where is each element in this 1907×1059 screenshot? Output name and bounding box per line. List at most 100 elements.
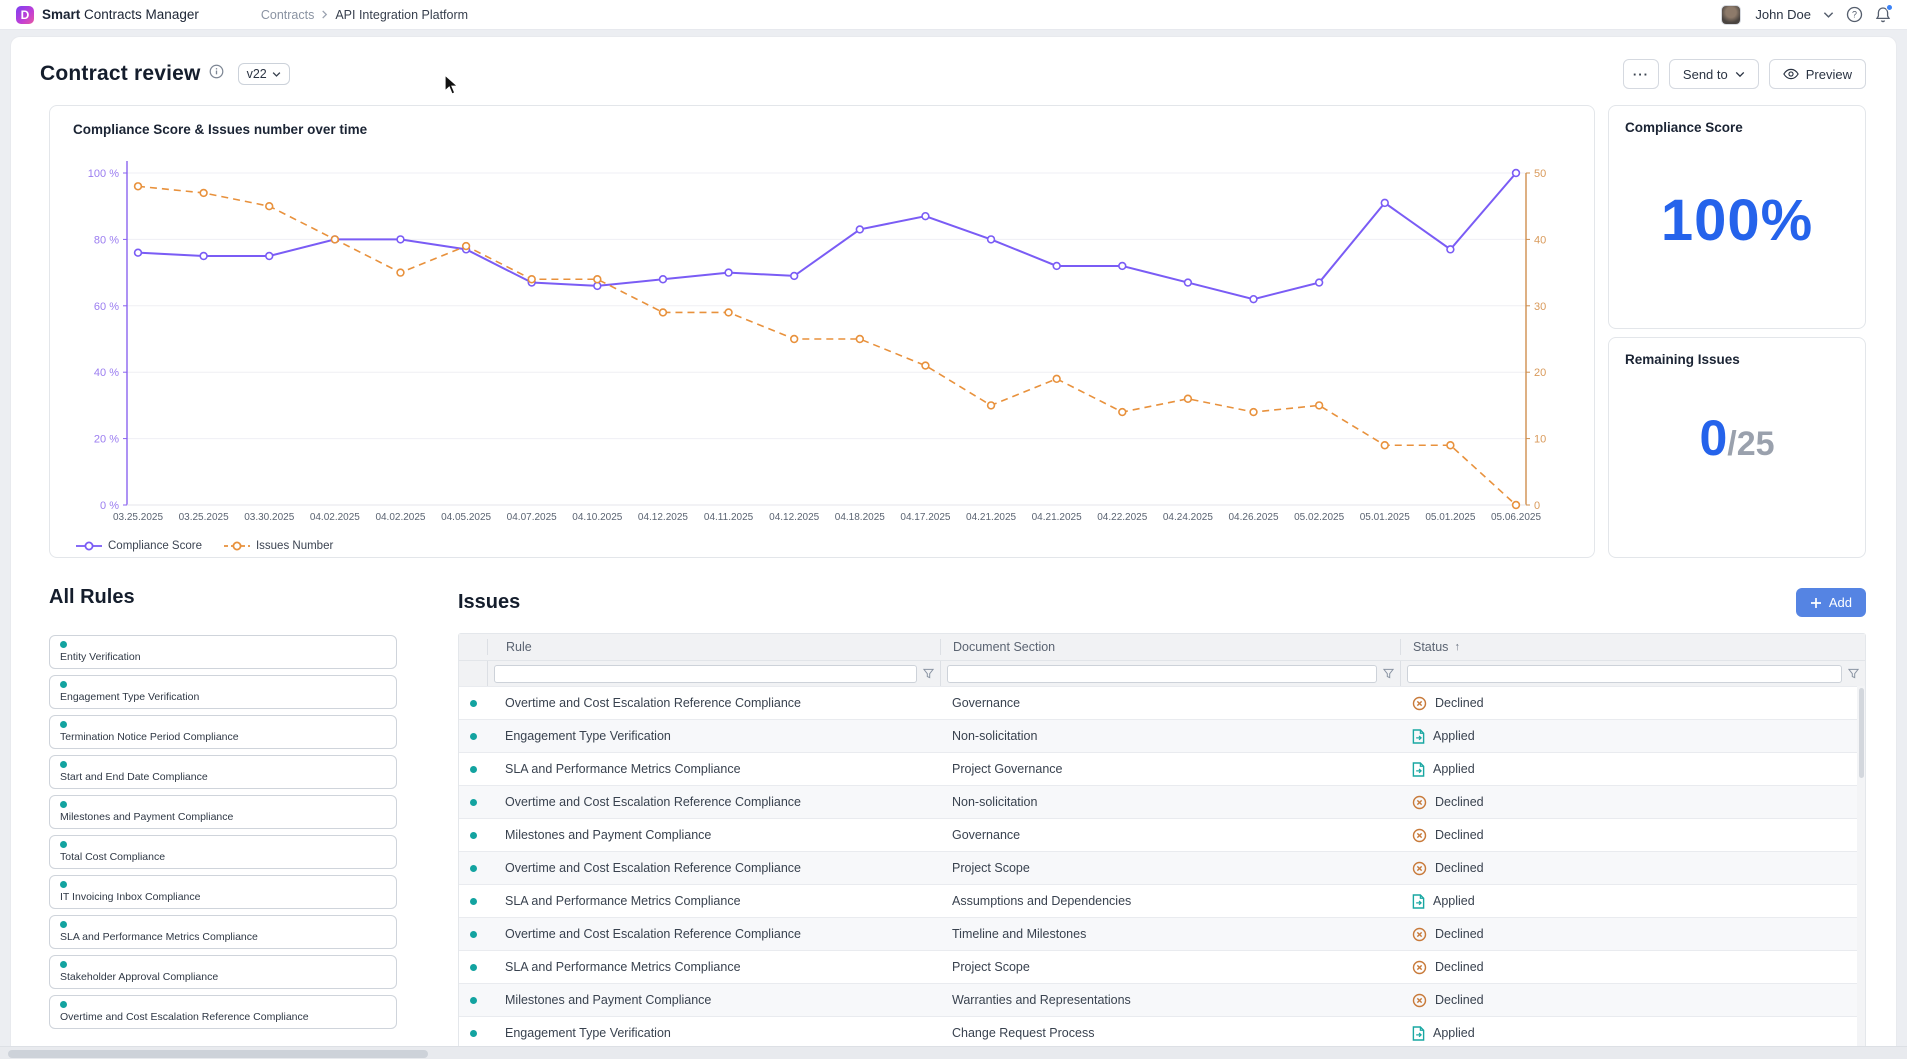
compliance-chart-svg: 100 %80 %60 %40 %20 %0 %5040302010003.25… xyxy=(64,137,1580,529)
info-icon[interactable] xyxy=(209,64,224,84)
app-title: Smart Contracts Manager xyxy=(42,7,199,22)
rule-status-dot xyxy=(60,641,67,648)
chevron-down-icon xyxy=(1735,71,1745,78)
issue-section: Governance xyxy=(940,696,1400,710)
column-header-document-section[interactable]: Document Section xyxy=(940,639,1400,655)
breadcrumb-contracts[interactable]: Contracts xyxy=(261,8,315,22)
rule-status-dot xyxy=(60,1001,67,1008)
topbar: D Smart Contracts Manager Contracts API … xyxy=(0,0,1907,30)
document-section-filter-input[interactable] xyxy=(947,665,1377,683)
issue-row[interactable]: Overtime and Cost Escalation Reference C… xyxy=(459,785,1865,818)
applied-icon xyxy=(1412,729,1425,744)
issue-row[interactable]: Engagement Type Verification Change Requ… xyxy=(459,1016,1865,1049)
sort-ascending-icon: ↑ xyxy=(1454,641,1460,653)
chevron-down-icon[interactable] xyxy=(1823,11,1834,19)
issue-section: Governance xyxy=(940,828,1400,842)
rule-card[interactable]: SLA and Performance Metrics Compliance xyxy=(49,915,397,949)
add-label: Add xyxy=(1829,595,1852,610)
issue-section: Warranties and Representations xyxy=(940,993,1400,1007)
issue-rule: Milestones and Payment Compliance xyxy=(487,828,940,842)
issue-row[interactable]: SLA and Performance Metrics Compliance A… xyxy=(459,884,1865,917)
rule-card[interactable]: Engagement Type Verification xyxy=(49,675,397,709)
app-title-rest: Contracts Manager xyxy=(84,7,199,22)
breadcrumb-separator-icon xyxy=(320,10,329,19)
compliance-chart: 100 %80 %60 %40 %20 %0 %5040302010003.25… xyxy=(64,137,1580,534)
issue-row[interactable]: SLA and Performance Metrics Compliance P… xyxy=(459,752,1865,785)
issue-row[interactable]: Milestones and Payment Compliance Govern… xyxy=(459,818,1865,851)
rule-status-dot xyxy=(60,921,67,928)
svg-text:04.17.2025: 04.17.2025 xyxy=(900,512,950,523)
rules-list: Entity Verification Engagement Type Veri… xyxy=(49,635,397,1029)
issue-row[interactable]: Milestones and Payment Compliance Warran… xyxy=(459,983,1865,1016)
filter-funnel-icon[interactable] xyxy=(923,668,934,679)
eye-icon xyxy=(1783,68,1799,80)
preview-button[interactable]: Preview xyxy=(1769,59,1866,89)
rule-card[interactable]: Total Cost Compliance xyxy=(49,835,397,869)
scrollbar-thumb[interactable] xyxy=(8,1050,428,1058)
issue-rule: Overtime and Cost Escalation Reference C… xyxy=(487,927,940,941)
issue-status-dot xyxy=(470,931,477,938)
notifications-bell-icon[interactable] xyxy=(1875,6,1891,23)
rule-card[interactable]: Overtime and Cost Escalation Reference C… xyxy=(49,995,397,1029)
remaining-total: /25 xyxy=(1727,425,1774,463)
issue-status-dot xyxy=(470,997,477,1004)
filter-funnel-icon[interactable] xyxy=(1848,668,1859,679)
rule-card[interactable]: Stakeholder Approval Compliance xyxy=(49,955,397,989)
rule-label: Termination Notice Period Compliance xyxy=(60,731,386,743)
issue-row[interactable]: Overtime and Cost Escalation Reference C… xyxy=(459,851,1865,884)
issue-status-dot xyxy=(470,1030,477,1037)
column-header-rule[interactable]: Rule xyxy=(487,639,940,655)
add-issue-button[interactable]: Add xyxy=(1796,588,1866,617)
breadcrumb: Contracts API Integration Platform xyxy=(261,8,468,22)
remaining-count: 0 xyxy=(1699,410,1727,466)
filter-funnel-icon[interactable] xyxy=(1383,668,1394,679)
legend-compliance-score[interactable]: Compliance Score xyxy=(76,540,202,552)
rule-card[interactable]: Start and End Date Compliance xyxy=(49,755,397,789)
help-icon[interactable]: ? xyxy=(1846,6,1863,23)
declined-icon xyxy=(1412,828,1427,843)
issue-row[interactable]: Overtime and Cost Escalation Reference C… xyxy=(459,686,1865,719)
svg-text:04.18.2025: 04.18.2025 xyxy=(835,512,885,523)
legend-issues-number[interactable]: Issues Number xyxy=(224,540,333,552)
table-vertical-scrollbar[interactable] xyxy=(1857,686,1865,1049)
rule-label: Entity Verification xyxy=(60,651,386,663)
compliance-score-value: 100% xyxy=(1625,187,1849,254)
issues-table-header: Rule Document Section Status↑ xyxy=(459,634,1865,660)
issues-table-filter-row xyxy=(459,660,1865,686)
rule-card[interactable]: Termination Notice Period Compliance xyxy=(49,715,397,749)
send-to-button[interactable]: Send to xyxy=(1669,59,1759,89)
legend-label: Compliance Score xyxy=(108,540,202,552)
declined-icon xyxy=(1412,960,1427,975)
issue-row[interactable]: Overtime and Cost Escalation Reference C… xyxy=(459,917,1865,950)
main-panel: Contract review v22 ··· Send to Preview … xyxy=(10,36,1897,1059)
rule-card[interactable]: IT Invoicing Inbox Compliance xyxy=(49,875,397,909)
applied-icon xyxy=(1412,894,1425,909)
rule-label: Engagement Type Verification xyxy=(60,691,386,703)
declined-icon xyxy=(1412,696,1427,711)
issues-table: Rule Document Section Status↑ xyxy=(458,633,1866,1050)
remaining-issues-title: Remaining Issues xyxy=(1625,352,1849,367)
rule-card[interactable]: Entity Verification xyxy=(49,635,397,669)
user-name[interactable]: John Doe xyxy=(1755,7,1811,22)
rule-card[interactable]: Milestones and Payment Compliance xyxy=(49,795,397,829)
issue-row[interactable]: Engagement Type Verification Non-solicit… xyxy=(459,719,1865,752)
svg-text:03.25.2025: 03.25.2025 xyxy=(179,512,229,523)
compliance-score-title: Compliance Score xyxy=(1625,120,1849,135)
filter-cell-rule xyxy=(487,661,940,686)
issue-rule: SLA and Performance Metrics Compliance xyxy=(487,762,940,776)
horizontal-scrollbar[interactable] xyxy=(0,1046,1907,1059)
more-actions-button[interactable]: ··· xyxy=(1623,59,1659,89)
user-avatar[interactable] xyxy=(1721,5,1741,25)
column-header-status[interactable]: Status↑ xyxy=(1400,639,1865,655)
version-select[interactable]: v22 xyxy=(238,63,290,85)
svg-text:04.12.2025: 04.12.2025 xyxy=(638,512,688,523)
issues-number-line xyxy=(138,186,1516,505)
app-logo-icon[interactable]: D xyxy=(16,6,34,24)
declined-icon xyxy=(1412,861,1427,876)
issue-status-dot xyxy=(470,964,477,971)
rule-filter-input[interactable] xyxy=(494,665,917,683)
svg-text:04.07.2025: 04.07.2025 xyxy=(507,512,557,523)
status-filter-input[interactable] xyxy=(1407,665,1842,683)
rule-status-dot xyxy=(60,761,67,768)
issue-row[interactable]: SLA and Performance Metrics Compliance P… xyxy=(459,950,1865,983)
